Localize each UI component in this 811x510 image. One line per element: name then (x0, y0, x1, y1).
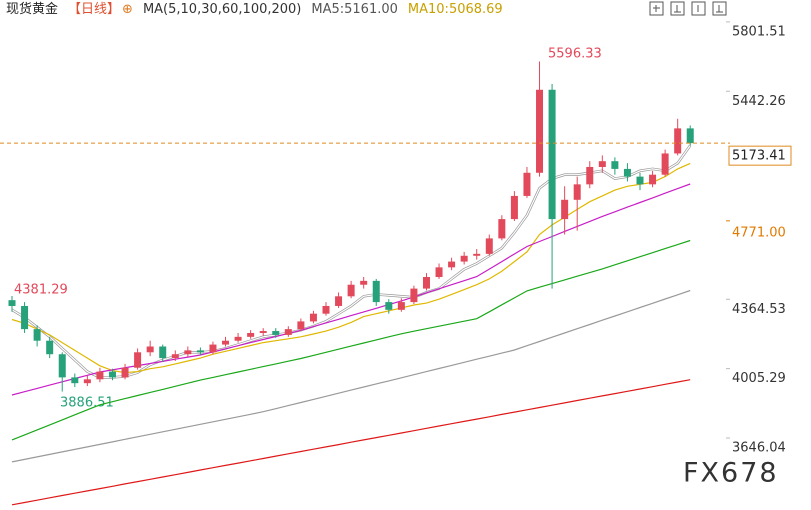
watermark: FX678 (683, 458, 779, 489)
candle-body (259, 331, 267, 333)
candle-body (284, 329, 292, 335)
level-label: 4771.00 (732, 225, 786, 240)
candle-body (297, 321, 305, 330)
candle-body (448, 261, 456, 268)
header: 现货黄金 【日线】 ⊕ MA(5,10,30,60,100,200) MA5:5161.… (0, 0, 513, 20)
tool-icon (653, 5, 723, 13)
ma-line (11, 239, 691, 441)
candle-body (586, 166, 594, 185)
candle-body (8, 300, 16, 306)
candle-body (573, 184, 581, 200)
tool-button[interactable] (712, 1, 727, 16)
add-icon[interactable]: ⊕ (122, 2, 133, 17)
candle-body (674, 128, 682, 154)
y-tick-label: 4364.53 (732, 302, 786, 317)
y-tick-label: 4005.29 (732, 371, 786, 386)
candle-body (649, 174, 657, 185)
candle-body (146, 346, 154, 353)
candle-body (159, 346, 167, 359)
candle-body (347, 284, 355, 297)
candle-body (422, 277, 430, 289)
candle-body (21, 305, 29, 330)
candle-body (121, 367, 129, 378)
candle-body (234, 336, 242, 341)
tool-button[interactable] (649, 1, 664, 16)
candle-body (598, 161, 606, 167)
y-tick-label: 3646.04 (732, 440, 786, 455)
candle-body (309, 313, 317, 322)
candle-body (360, 280, 368, 285)
candle-body (473, 253, 481, 256)
candle-body (184, 350, 192, 355)
candle-body (335, 296, 343, 306)
last-price-label: 5173.41 (732, 149, 786, 164)
ma-line (11, 379, 691, 506)
candle-body (33, 329, 41, 341)
candle-body (385, 302, 393, 310)
candle-body (661, 153, 669, 175)
candle-body (372, 280, 380, 303)
candle-body (196, 350, 204, 353)
candle-body (397, 302, 405, 310)
candle-body (561, 199, 569, 220)
y-tick-label: 5442.26 (732, 94, 786, 109)
candle-body (536, 89, 544, 173)
candle-body (108, 371, 116, 378)
candle-body (96, 371, 104, 380)
candle-body (171, 354, 179, 359)
candle-body (247, 332, 255, 337)
ma5-value: MA5:5161.00 (311, 2, 398, 17)
ma10-value: MA10:5068.69 (407, 2, 503, 17)
candle-body (134, 352, 142, 368)
tool-button[interactable] (670, 1, 685, 16)
ma-line (11, 289, 691, 463)
candle-body (548, 89, 556, 220)
period[interactable]: 【日线】 (68, 2, 121, 17)
candle-body (58, 354, 66, 378)
candle-body (83, 379, 91, 384)
y-tick-label: 5801.51 (732, 24, 786, 39)
candle-body (209, 344, 217, 353)
candle-body (485, 238, 493, 254)
candle-body (71, 377, 79, 384)
annotation: 5596.33 (548, 47, 602, 62)
candle-body (460, 255, 468, 262)
candle-body (322, 305, 330, 314)
candle-body (523, 172, 531, 196)
tool-button[interactable] (691, 1, 706, 16)
last-price-box (728, 145, 792, 166)
instrument[interactable]: 现货黄金 (6, 2, 59, 17)
candle-body (623, 168, 631, 177)
candle-body (46, 340, 54, 355)
ma-setting[interactable]: MA(5,10,30,60,100,200) (142, 2, 302, 17)
candle-body (435, 267, 443, 278)
candle-body (636, 176, 644, 185)
candle-body (410, 288, 418, 303)
annotation: 3886.51 (60, 396, 114, 411)
candle-body (498, 219, 506, 239)
ma-line (11, 162, 691, 374)
candle-body (686, 128, 694, 144)
candle-body (510, 195, 518, 220)
candle-body (222, 340, 230, 345)
annotation: 4381.29 (14, 283, 68, 298)
toolbar (649, 1, 727, 16)
candle-body (611, 161, 619, 169)
candle-body (272, 331, 280, 335)
